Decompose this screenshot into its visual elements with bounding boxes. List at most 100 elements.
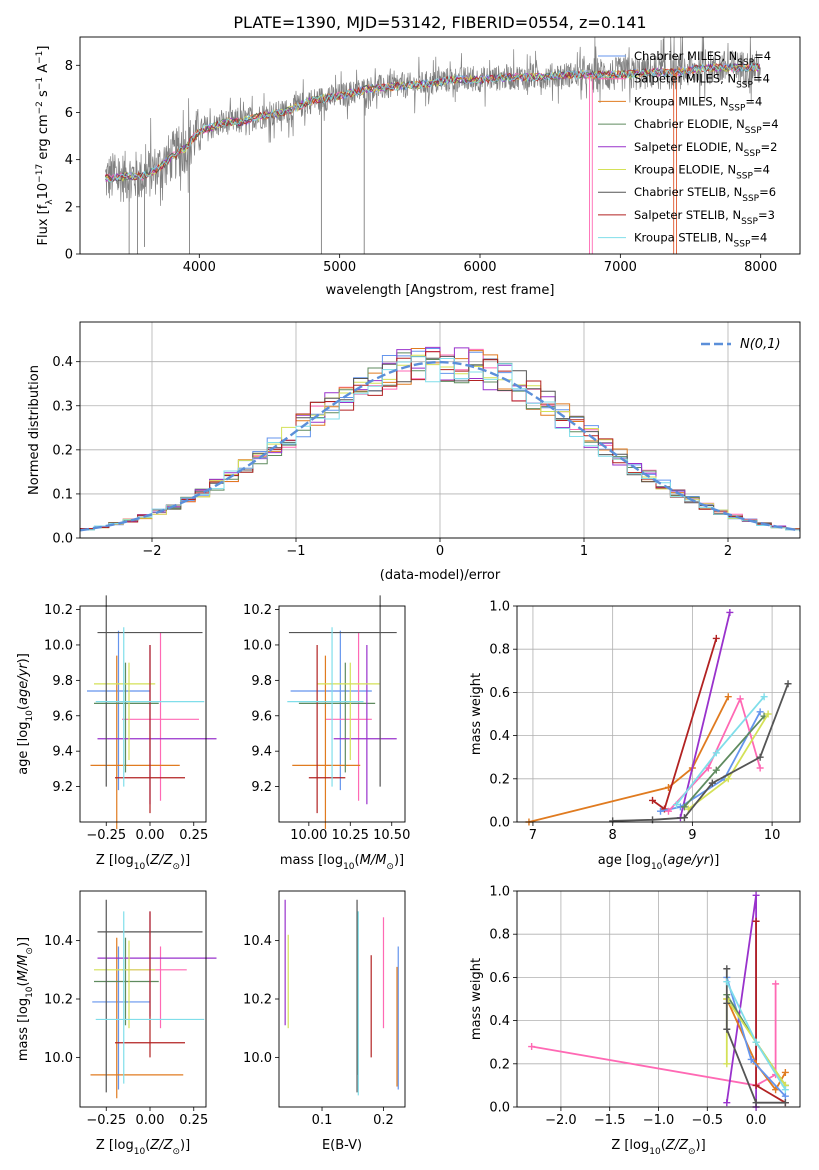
mass-vs-EBV-frame: [278, 890, 406, 1108]
mass-weight-vs-age-series: [609, 680, 792, 825]
mass-weight-vs-Z-marker: [781, 1086, 789, 1094]
spectrum-axes: 4000 5000 6000 7000 8000 0 2 4 6 8 wavelength [Ang…: [35, 37, 779, 298]
legend-entry: Kroupa MILES, NSSP=4: [634, 94, 762, 113]
mass-weight-vs-age-ytick-label: 0.2: [489, 772, 510, 787]
mass-weight-vs-Z-ytick-label: 1.0: [489, 885, 510, 900]
mass-vs-Z-xlabel: Z [log10(Z/Z⊙)]: [96, 1138, 190, 1157]
age-vs-Z-ytick-label: 9.4: [52, 745, 73, 760]
mass-weight-vs-Z-marker: [752, 1099, 760, 1107]
mass-weight-vs-Z-xtick-label: −1.0: [643, 1113, 675, 1128]
age-vs-Z-xtick-label: 0.00: [136, 828, 165, 843]
age-vs-mass-errorbar: [317, 662, 381, 761]
legend-entry: Salpeter MILES, NSSP=4: [634, 72, 770, 91]
mass-weight-vs-Z-marker: [772, 1086, 780, 1094]
age-vs-Z-ytick-label: 10.2: [44, 603, 73, 618]
mass-vs-Z-errorbar: [97, 911, 217, 1017]
residuals-xlabel: (data-model)/error: [380, 568, 501, 583]
mass-weight-vs-Z-marker: [528, 1043, 536, 1051]
mass-weight-vs-age-xlabel: age [log10(age/yr)]: [598, 853, 720, 872]
legend-entry: Salpeter ELODIE, NSSP=2: [634, 140, 777, 159]
mass-vs-EBV-xtick-label: 0.2: [373, 1113, 394, 1128]
mass-weight-vs-Z-ytick-label: 0.6: [489, 971, 510, 986]
mass-weight-vs-age-series: [525, 693, 732, 826]
spectrum-xtick-label: 6000: [463, 260, 496, 275]
age-vs-Z-axes: −0.25 0.00 0.25 9.2 9.4 9.6 9.8 10.0 10.2 Z [log1…: [16, 595, 217, 872]
mass-weight-vs-age-series-line: [651, 638, 718, 811]
mass-weight-vs-age-marker: [756, 708, 764, 716]
mass-weight-vs-age-marker: [708, 779, 716, 787]
mass-weight-vs-age-marker: [664, 807, 672, 815]
age-vs-Z-errorbar: [122, 632, 199, 801]
legend-entry: Chabrier MILES, NSSP=4: [634, 49, 771, 68]
age-vs-Z-errorbar: [97, 644, 217, 805]
mass-weight-vs-age-marker: [712, 749, 720, 757]
age-vs-Z-errorbar: [115, 644, 185, 814]
mass-weight-vs-Z-marker: [723, 965, 731, 973]
mass-weight-vs-Z-marker: [723, 999, 731, 1007]
mass-weight-vs-Z-marker: [752, 917, 760, 925]
mass-vs-Z-xtick-label: 0.25: [179, 1113, 208, 1128]
spectrum-xtick-label: 5000: [323, 260, 356, 275]
mass-vs-Z-axes: −0.25 0.00 0.25 10.0 10.2 10.4 Z [log10(Z/Z⊙)]…: [16, 899, 217, 1157]
mass-weight-vs-age-xtick-label: 8: [609, 828, 617, 843]
mass-weight-vs-Z-marker: [772, 980, 780, 988]
mass-weight-vs-Z-marker: [752, 891, 760, 899]
mass-weight-vs-Z-marker: [723, 978, 731, 986]
mass-weight-vs-age-marker: [672, 801, 680, 809]
mass-weight-vs-age-marker: [736, 695, 744, 703]
mass-weight-vs-age-series-line: [679, 612, 731, 818]
mass-weight-vs-age-marker: [680, 814, 688, 822]
mass-weight-vs-Z-ytick-label: 0.8: [489, 928, 510, 943]
age-vs-Z-ytick-label: 9.2: [52, 780, 73, 795]
age-vs-Z-ytick-label: 9.6: [52, 709, 73, 724]
mass-weight-vs-age-marker: [726, 608, 734, 616]
legend-entry: Chabrier STELIB, NSSP=6: [634, 185, 776, 204]
mass-weight-vs-Z-series: [723, 965, 789, 1107]
mass-vs-Z-xtick-label: 0.00: [136, 1113, 165, 1128]
age-vs-mass-ytick-label: 9.4: [251, 745, 272, 760]
mass-vs-EBV-ytick-label: 10.4: [243, 934, 272, 949]
mass-weight-vs-Z-marker: [723, 1025, 731, 1033]
mass-vs-Z-xtick-label: −0.25: [86, 1113, 126, 1128]
residuals-xtick-label: −1: [286, 544, 305, 559]
mass-weight-vs-age-ylabel: mass weight: [469, 673, 484, 755]
mass-vs-EBV-ytick-label: 10.2: [243, 993, 272, 1008]
spectrum-ytick-label: 6: [65, 106, 73, 121]
histogram-series: [80, 356, 800, 531]
mass-weight-vs-age-marker: [656, 807, 664, 815]
age-vs-mass-errorbar: [333, 644, 397, 805]
mass-vs-EBV-xtick-label: 0.1: [312, 1113, 333, 1128]
figure-title: PLATE=1390, MJD=53142, FIBERID=0554, z=0…: [233, 13, 646, 32]
residuals-ytick-label: 0.1: [52, 487, 73, 502]
residuals-xtick-label: 1: [580, 544, 588, 559]
mass-vs-Z-errorbar: [90, 937, 184, 1099]
mass-weight-vs-age-ytick-label: 0.4: [489, 729, 510, 744]
residuals-plot-area: [80, 346, 800, 532]
mass-vs-Z-frame: [79, 890, 207, 1108]
age-vs-Z-ytick-label: 9.8: [52, 674, 73, 689]
mass-vs-EBV-xlabel: E(B-V): [322, 1138, 362, 1153]
mass-weight-vs-age-marker: [649, 796, 657, 804]
mass-weight-vs-age-marker: [712, 634, 720, 642]
mass-weight-vs-Z-marker: [781, 1099, 789, 1107]
age-vs-mass-errorbar: [288, 595, 397, 787]
mass-vs-Z-ylabel: mass [log10(M/M⊙)]: [16, 937, 35, 1061]
age-vs-mass-errorbar: [287, 627, 364, 787]
spectrum-frame: [79, 36, 801, 255]
mass-weight-vs-Z-xtick-label: 0.0: [746, 1113, 767, 1128]
age-vs-Z-frame: [79, 605, 207, 823]
mass-weight-vs-age-ytick-label: 1.0: [489, 600, 510, 615]
age-vs-mass-xtick-label: 10.00: [290, 828, 327, 843]
mass-weight-vs-Z-series: [723, 978, 789, 1094]
mass-weight-vs-Z-marker: [723, 1060, 731, 1068]
age-vs-Z-errorbar: [94, 662, 156, 761]
residuals-xtick-label: −2: [142, 544, 161, 559]
spectrum-ytick-label: 8: [65, 59, 73, 74]
age-vs-Z-errorbar: [94, 662, 159, 773]
gaussian-legend-label: N(0,1): [740, 337, 781, 352]
age-vs-mass-ytick-label: 9.6: [251, 709, 272, 724]
spectrum-observed-line: [104, 37, 761, 206]
spectrum-xtick-label: 7000: [604, 260, 637, 275]
age-vs-mass-frame: [278, 605, 406, 823]
